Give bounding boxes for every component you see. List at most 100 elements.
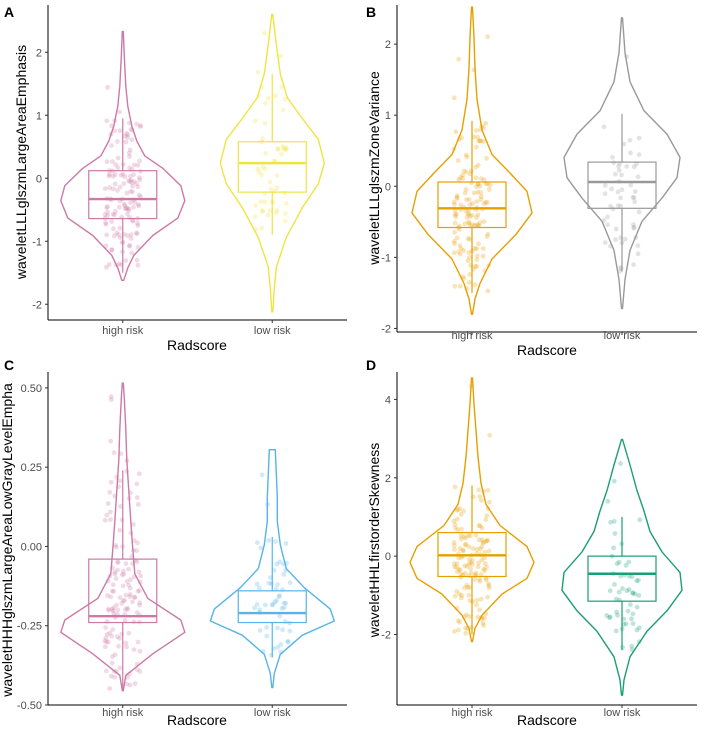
data-point [257,628,263,633]
y-tick-label: -0.50 [17,700,42,712]
data-point [604,613,610,618]
data-point [482,555,487,561]
data-point [122,203,128,208]
data-point [255,166,261,172]
data-point [466,280,472,285]
data-point [481,219,487,225]
data-point [458,512,464,517]
data-point [135,262,141,268]
data-point [476,560,482,566]
data-point [463,187,469,192]
data-point [138,123,143,128]
data-point [112,569,118,575]
data-point [636,577,641,583]
data-point [482,568,488,573]
data-point [474,253,480,259]
data-point [612,582,617,587]
data-point [280,107,286,113]
data-point [279,151,284,157]
data-point [474,602,479,608]
data-point [136,471,142,477]
data-point [478,194,484,199]
data-point [605,498,611,504]
data-point [264,633,270,639]
data-point [130,218,136,224]
data-point [135,502,141,507]
data-point [111,605,116,611]
data-point [459,593,465,598]
data-point [462,585,467,591]
data-point [274,172,280,178]
data-point [107,686,112,691]
data-point [466,236,471,241]
box-0 [437,181,507,229]
data-point [631,222,636,228]
data-point [108,509,113,515]
data-point [613,226,619,232]
data-point [111,233,117,239]
data-point [475,134,481,140]
data-point [476,241,481,247]
data-point [119,517,125,523]
data-point [112,181,118,187]
data-point [462,190,468,196]
data-point [112,652,118,658]
data-point [102,517,108,523]
data-point [116,204,122,210]
data-point [602,191,608,197]
data-point [126,206,132,212]
data-point [131,522,136,527]
data-point [473,175,479,181]
data-point [462,542,468,548]
data-point [479,557,485,563]
data-point [134,667,140,672]
data-point [130,218,135,223]
data-point [103,635,109,641]
data-point [463,152,469,158]
x-axis-title: Radscore [167,337,227,353]
data-point [451,250,457,256]
y-tick-label: 2 [385,39,391,51]
data-point [451,95,457,101]
data-point [103,222,109,227]
data-point [127,594,133,599]
y-axis-title: waveletHHHglszmLargeAreaLowGrayLevelEmph… [0,383,15,698]
data-point [466,544,472,550]
data-point [477,607,482,613]
data-point [635,174,641,180]
y-tick-label: -2 [381,629,391,641]
x-tick-label: high risk [452,707,493,719]
data-point [460,547,466,553]
data-point [132,681,138,687]
data-point [137,175,142,181]
data-point [457,227,462,232]
data-point [127,682,133,688]
data-point [455,618,461,624]
data-point [115,560,121,566]
data-point [134,495,140,500]
data-point [124,579,130,584]
data-point [278,642,284,647]
violin-0 [60,30,186,281]
data-point [476,223,482,229]
data-point [468,566,473,572]
data-point [470,222,475,228]
data-point [137,588,142,594]
data-point [624,164,630,169]
data-point [137,648,143,654]
data-point [262,199,268,205]
data-point [466,592,472,598]
box-1 [237,590,307,624]
data-point [106,607,112,613]
data-point [134,181,139,187]
data-point [485,537,491,543]
data-point [628,150,633,156]
data-point [279,605,285,611]
data-point [135,540,140,546]
y-tick-label: 0.50 [21,383,42,395]
data-point [615,612,620,618]
data-point [456,56,461,62]
data-point [467,237,472,242]
data-point [105,209,110,215]
data-point [631,164,637,170]
